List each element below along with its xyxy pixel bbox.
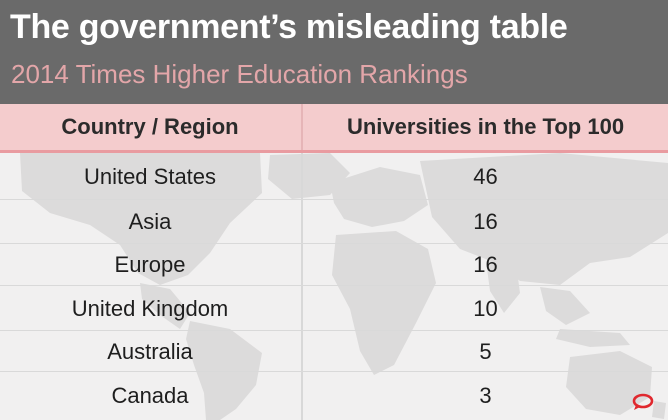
map-central-america	[140, 283, 190, 329]
count-cell: 3	[479, 383, 492, 408]
region-cell: Europe	[114, 252, 186, 277]
map-australia	[566, 351, 652, 415]
header-column-divider	[301, 104, 303, 150]
column-divider	[301, 153, 303, 420]
map-africa	[332, 231, 436, 375]
map-india	[486, 261, 520, 313]
title-banner: The government’s misleading table 2014 T…	[0, 0, 668, 104]
count-cell: 16	[473, 252, 498, 277]
region-cell: United States	[83, 163, 217, 189]
count-cell: 46	[473, 163, 498, 189]
map-southeast-asia	[540, 287, 590, 325]
column-header-region: Country / Region	[61, 114, 239, 139]
table-row: Europe 16	[0, 244, 668, 286]
chart-title: The government’s misleading table	[10, 8, 568, 46]
column-header-row: Country / Region Universities in the Top…	[0, 104, 668, 150]
table-row: United States 46	[0, 153, 668, 200]
table-row: Canada 3	[0, 372, 668, 420]
header-underline	[0, 150, 668, 153]
column-header-count: Universities in the Top 100	[346, 114, 625, 139]
region-cell: Australia	[107, 338, 193, 364]
row-divider	[0, 371, 668, 372]
map-new-zealand	[652, 401, 666, 419]
row-divider	[0, 285, 668, 286]
region-cell: Asia	[128, 209, 172, 234]
map-europe	[330, 167, 428, 227]
map-south-america	[186, 321, 262, 420]
count-cell: 5	[479, 338, 492, 364]
count-cell: 10	[473, 295, 498, 321]
count-cell: 16	[473, 209, 498, 234]
table-row: Asia 16	[0, 200, 668, 244]
chart-subtitle: 2014 Times Higher Education Rankings	[11, 59, 468, 89]
table-row: United Kingdom 10	[0, 286, 668, 331]
row-divider	[0, 330, 668, 331]
row-divider	[0, 243, 668, 244]
map-indonesia	[556, 329, 630, 347]
map-greenland	[268, 153, 350, 199]
row-divider	[0, 199, 668, 200]
map-asia	[420, 153, 668, 285]
region-cell: United Kingdom	[71, 295, 229, 321]
speech-bubble-logo-icon	[632, 393, 654, 410]
map-north-america	[20, 153, 262, 285]
table-row: Australia 5	[0, 331, 668, 372]
data-table: United States 46 Asia 16 Europe 16 United King…	[0, 153, 668, 420]
region-cell: Canada	[111, 383, 189, 408]
world-map-background	[20, 153, 668, 420]
